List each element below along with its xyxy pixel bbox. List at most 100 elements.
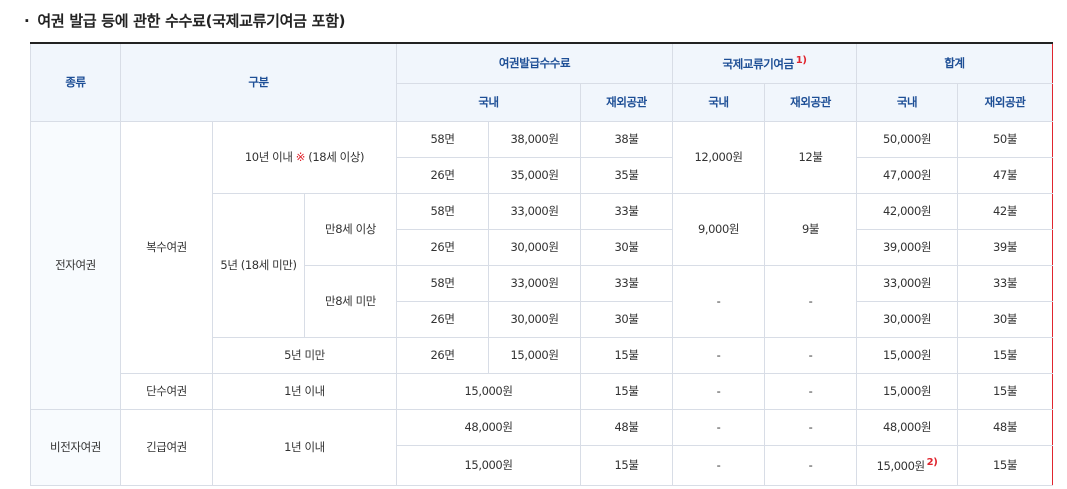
total-overseas-cell: 15불 [957,336,1054,374]
total-domestic-cell: 48,000원 [856,408,959,446]
fee-overseas-cell: 33불 [579,264,674,302]
fee-domestic-cell: 48,000원 [396,408,581,446]
header-total-overseas: 재외공관 [957,82,1054,122]
page-title: · 여권 발급 등에 관한 수수료(국제교류기여금 포함) [24,8,345,34]
fee-overseas-cell: 30불 [579,228,674,266]
fee-table: 종류 구분 여권발급수수료 국제교류기여금 1) 합계 국내 재외공관 국내 재외… [30,42,1054,486]
total-domestic-cell: 33,000원 [856,264,959,302]
fee-overseas-cell: 33불 [579,192,674,230]
type-electronic: 전자여권 [30,120,121,410]
total-domestic-cell: 39,000원 [856,228,959,266]
table-row: 단수여권 1년 이내 15,000원 15불 - - 15,000원 15불 [31,372,1054,410]
type-non-electronic: 비전자여권 [30,408,121,486]
pages-cell: 58면 [396,264,489,302]
total-overseas-cell: 48불 [957,408,1054,446]
title-bullet: · [24,12,30,30]
intl-domestic-cell: - [672,408,766,446]
pages-cell: 26면 [396,336,489,374]
header-intl-overseas: 재외공관 [764,82,858,122]
header-total: 합계 [856,42,1054,84]
fee-domestic-cell: 30,000원 [488,300,581,338]
fee-overseas-cell: 35불 [579,156,674,194]
period-5y-under18: 5년 (18세 미만) [212,192,305,338]
intl-domestic-cell: 12,000원 [672,120,766,194]
table-row: 5년 미만 26면 15,000원 15불 - - 15,000원 15불 [31,336,1054,374]
header-issuance-fee: 여권발급수수료 [395,42,674,84]
total-domestic-cell: 42,000원 [856,192,959,230]
period-10y-label: 10년 이내 [244,150,293,164]
intl-overseas-cell: - [764,264,858,338]
period-1y: 1년 이내 [212,372,397,410]
title-text: 여권 발급 등에 관한 수수료(국제교류기여금 포함) [37,12,346,30]
table-row: 26면 30,000원 30불 30,000원 30불 [31,300,1054,338]
intl-domestic-cell: - [672,264,766,338]
header-total-domestic: 국내 [856,82,959,122]
fee-domestic-cell: 33,000원 [488,264,581,302]
total-domestic-cell: 47,000원 [856,156,959,194]
intl-overseas-cell: 9불 [764,192,858,266]
header-intl-contribution: 국제교류기여금 1) [672,42,858,84]
fee-overseas-cell: 15불 [579,444,674,486]
header-row-1: 종류 구분 여권발급수수료 국제교류기여금 1) 합계 [30,42,1054,122]
fee-overseas-cell: 38불 [579,120,674,158]
header-category: 구분 [120,42,397,122]
intl-overseas-cell: - [764,444,858,486]
fee-domestic-cell: 30,000원 [488,228,581,266]
kind-single: 단수여권 [120,372,213,410]
header-fee-overseas: 재외공관 [579,82,674,122]
total-domestic-cell: 50,000원 [856,120,959,158]
total-overseas-cell: 39불 [957,228,1054,266]
table-row: 비전자여권 긴급여권 1년 이내 48,000원 48불 - - 48,000원… [30,408,1054,486]
fee-domestic-cell: 38,000원 [488,120,581,158]
footnote-1-marker: 1) [795,54,807,66]
table-row: 26면 30,000원 30불 39,000원 39불 [31,228,1054,266]
period-10y: 10년 이내 ※ (18세 이상) [212,120,397,194]
intl-domestic-cell: 9,000원 [672,192,766,266]
footnote-2-marker: 2) [926,456,938,468]
pages-cell: 26면 [396,300,489,338]
fee-domestic-cell: 33,000원 [488,192,581,230]
period-10y-note: (18세 이상) [305,150,365,164]
table-row: 전자여권 복수여권 10년 이내 ※ (18세 이상) 58면 38,000원 … [30,120,1054,410]
fee-overseas-cell: 30불 [579,300,674,338]
pages-cell: 26면 [396,228,489,266]
total-domestic-cell: 15,000원 2) [856,444,959,486]
kind-multiple: 복수여권 [120,120,213,374]
table-row: 5년 (18세 미만) 만8세 이상 58면 33,000원 33불 9,000… [31,192,1054,338]
intl-overseas-cell: - [764,336,858,374]
fee-overseas-cell: 15불 [579,336,674,374]
table-row: 만8세 미만 58면 33,000원 33불 - - 33,000원 33불 [31,264,1054,338]
fee-domestic-cell: 35,000원 [488,156,581,194]
total-overseas-cell: 33불 [957,264,1054,302]
total-domestic-cell: 30,000원 [856,300,959,338]
intl-overseas-cell: 12불 [764,120,858,194]
table-row: 26면 35,000원 35불 47,000원 47불 [31,156,1054,194]
intl-domestic-cell: - [672,444,766,486]
header-intl-domestic: 국내 [672,82,766,122]
period-1y: 1년 이내 [212,408,397,486]
total-overseas-cell: 15불 [957,444,1054,486]
fee-domestic-cell: 15,000원 [396,444,581,486]
fee-overseas-cell: 15불 [579,372,674,410]
total-domestic-cell: 15,000원 [856,336,959,374]
total-overseas-cell: 47불 [957,156,1054,194]
pages-cell: 58면 [396,192,489,230]
fee-domestic-cell: 15,000원 [396,372,581,410]
header-fee-domestic: 국내 [396,82,581,122]
kind-emergency: 긴급여권 [120,408,213,486]
total-overseas-cell: 42불 [957,192,1054,230]
table-row: 15,000원 15불 - - 15,000원 2) 15불 [31,444,1054,486]
pages-cell: 26면 [396,156,489,194]
header-row-2: 국내 재외공관 국내 재외공관 국내 재외공관 [31,82,1054,122]
intl-domestic-cell: - [672,336,766,374]
intl-overseas-cell: - [764,372,858,410]
total-domestic-cell: 15,000원 [856,372,959,410]
header-type: 종류 [30,42,121,122]
fee-domestic-cell: 15,000원 [488,336,581,374]
asterisk-mark: ※ [295,150,306,164]
intl-overseas-cell: - [764,408,858,446]
fee-overseas-cell: 48불 [579,408,674,446]
total-domestic-value: 15,000원 [876,458,925,473]
total-overseas-cell: 15불 [957,372,1054,410]
header-intl-contribution-label: 국제교류기여금 [722,56,795,71]
